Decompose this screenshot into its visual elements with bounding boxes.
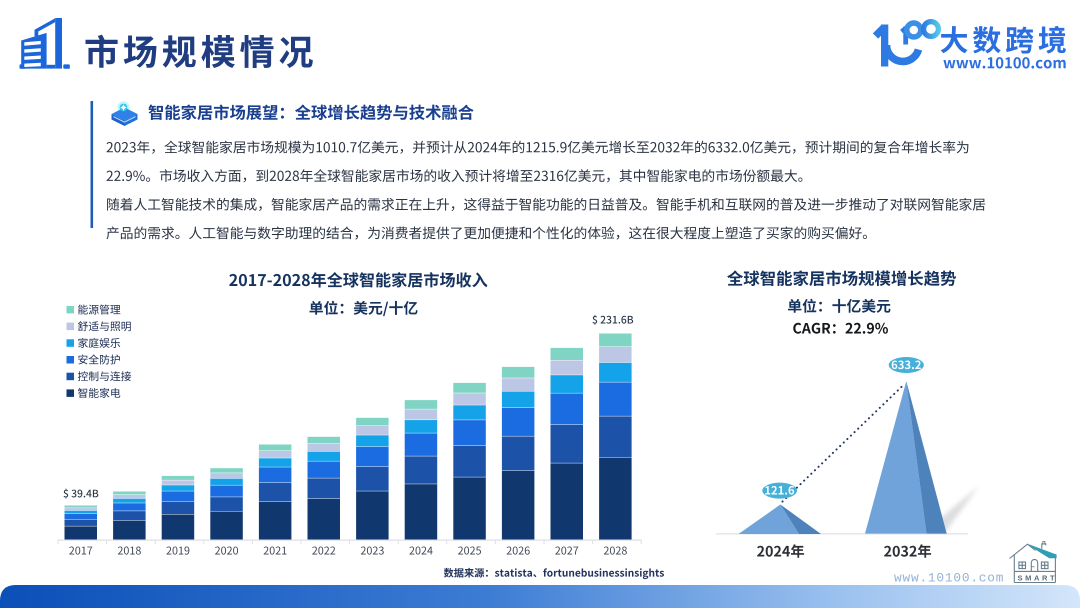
svg-text:SMART: SMART xyxy=(1018,574,1058,583)
svg-text:www.10100.com: www.10100.com xyxy=(894,570,1004,585)
